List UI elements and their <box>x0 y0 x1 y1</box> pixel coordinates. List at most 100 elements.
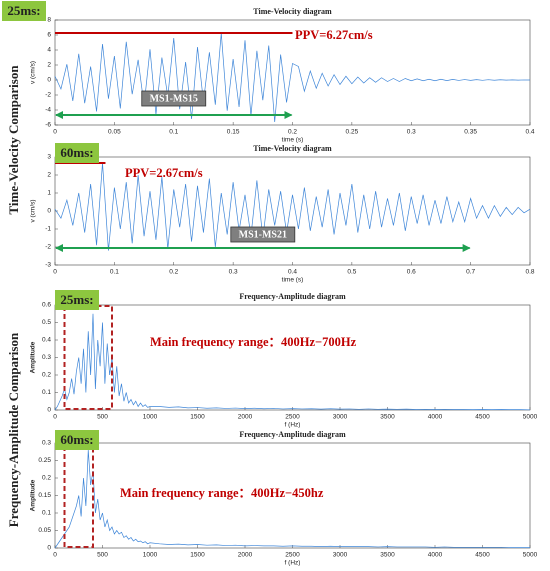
y-tick-label: 0.4 <box>42 337 51 344</box>
x-tick-label: 3000 <box>333 552 348 559</box>
tag-box <box>55 290 99 310</box>
y-tick-label: -2 <box>45 92 51 99</box>
y-tick-label: 2 <box>47 62 51 69</box>
x-axis-label: f (Hz) <box>285 560 301 567</box>
x-tick-label: 0.7 <box>466 269 475 276</box>
y-tick-label: 0.15 <box>38 492 51 499</box>
x-tick-label: 3500 <box>380 414 395 421</box>
range-label: Main frequency range：400Hz−700Hz <box>150 335 357 349</box>
y-tick-label: 0.1 <box>42 510 51 517</box>
x-tick-label: 4000 <box>428 414 443 421</box>
x-tick-label: 0.3 <box>229 269 238 276</box>
row-label: Time-Velocity Comparison <box>6 65 21 215</box>
tag-box <box>55 143 99 163</box>
x-tick-label: 0.2 <box>169 269 178 276</box>
x-tick-label: 5000 <box>523 414 538 421</box>
x-tick-label: 2000 <box>238 414 253 421</box>
x-tick-label: 0.4 <box>288 269 297 276</box>
series-line <box>54 449 530 549</box>
y-tick-label: 8 <box>47 17 51 24</box>
chart-title: Time-Velocity diagram <box>253 144 332 153</box>
x-tick-label: 4000 <box>428 552 443 559</box>
x-axis-label: time (s) <box>282 277 304 284</box>
x-tick-label: 0 <box>53 269 57 276</box>
y-tick-label: 0.5 <box>42 319 51 326</box>
x-tick-label: 0.1 <box>169 129 178 136</box>
chart-title: Time-Velocity diagram <box>253 7 332 16</box>
x-tick-label: 0 <box>53 552 57 559</box>
y-tick-label: 0 <box>47 77 51 84</box>
chart-title: Frequency-Amplitude diagram <box>239 292 346 301</box>
row-label: Frequency-Amplitude Comparison <box>6 332 21 527</box>
ppv-label: PPV=6.27cm/s <box>295 28 373 42</box>
x-axis-label: f (Hz) <box>285 422 301 429</box>
y-tick-label: 0.05 <box>38 527 51 534</box>
y-tick-label: 0.6 <box>42 302 51 309</box>
series-line <box>54 313 531 411</box>
x-tick-label: 1500 <box>190 552 205 559</box>
y-tick-label: 0.2 <box>42 475 51 482</box>
x-tick-label: 1000 <box>143 552 158 559</box>
x-tick-label: 2500 <box>285 552 300 559</box>
x-tick-label: 0.05 <box>108 129 121 136</box>
y-tick-label: -3 <box>45 262 51 269</box>
span-label: MS1-MS21 <box>239 229 287 240</box>
plot-frame <box>54 442 531 549</box>
tag-label: 60ms: <box>60 145 93 160</box>
y-tick-label: 6 <box>47 32 51 39</box>
y-tick-label: 0.1 <box>42 389 51 396</box>
y-tick-label: 4 <box>47 47 51 54</box>
chart-title: Frequency-Amplitude diagram <box>239 430 346 439</box>
series-line <box>54 162 531 251</box>
y-tick-label: 0 <box>47 407 51 414</box>
y-tick-label: 0.2 <box>42 372 51 379</box>
series-line <box>54 32 531 123</box>
tag-label: 25ms: <box>7 3 40 18</box>
x-tick-label: 1500 <box>190 414 205 421</box>
span-label: MS1-MS15 <box>150 93 198 104</box>
y-axis-label: v (cm/s) <box>30 199 37 222</box>
x-tick-label: 4500 <box>475 552 490 559</box>
x-tick-label: 0.15 <box>227 129 240 136</box>
tag-box <box>2 1 46 21</box>
x-tick-label: 2000 <box>238 552 253 559</box>
plot-frame <box>54 19 531 126</box>
x-tick-label: 0 <box>53 129 57 136</box>
y-tick-label: 0.25 <box>38 457 51 464</box>
y-tick-label: -2 <box>45 244 51 251</box>
tag-label: 60ms: <box>60 432 93 447</box>
y-axis-label: v (cm/s) <box>30 61 37 84</box>
x-tick-label: 0.8 <box>525 269 534 276</box>
tag-box <box>55 430 99 450</box>
x-tick-label: 4500 <box>475 414 490 421</box>
x-tick-label: 5000 <box>523 552 538 559</box>
x-tick-label: 0.1 <box>110 269 119 276</box>
y-tick-label: 2 <box>47 172 51 179</box>
span-label-box <box>230 226 296 243</box>
x-tick-label: 3500 <box>380 552 395 559</box>
x-tick-label: 0 <box>53 414 57 421</box>
x-tick-label: 0.35 <box>464 129 477 136</box>
plot-frame <box>54 304 531 411</box>
y-tick-label: 3 <box>47 154 51 161</box>
x-tick-label: 0.5 <box>347 269 356 276</box>
y-tick-label: 0 <box>47 545 51 552</box>
y-tick-label: -4 <box>45 107 51 114</box>
ppv-label: PPV=2.67cm/s <box>125 166 203 180</box>
y-axis-label: Amplitude <box>30 341 37 373</box>
x-tick-label: 0.6 <box>407 269 416 276</box>
x-tick-label: 0.3 <box>407 129 416 136</box>
x-tick-label: 0.4 <box>525 129 534 136</box>
y-tick-label: 0 <box>47 208 51 215</box>
y-axis-label: Amplitude <box>30 479 37 511</box>
x-tick-label: 500 <box>97 552 108 559</box>
y-tick-label: 0.3 <box>42 354 51 361</box>
span-label-box <box>141 90 207 107</box>
y-tick-label: -1 <box>45 226 51 233</box>
tag-label: 25ms: <box>60 292 93 307</box>
x-tick-label: 1000 <box>143 414 158 421</box>
highlight-box <box>63 443 94 548</box>
x-tick-label: 500 <box>97 414 108 421</box>
